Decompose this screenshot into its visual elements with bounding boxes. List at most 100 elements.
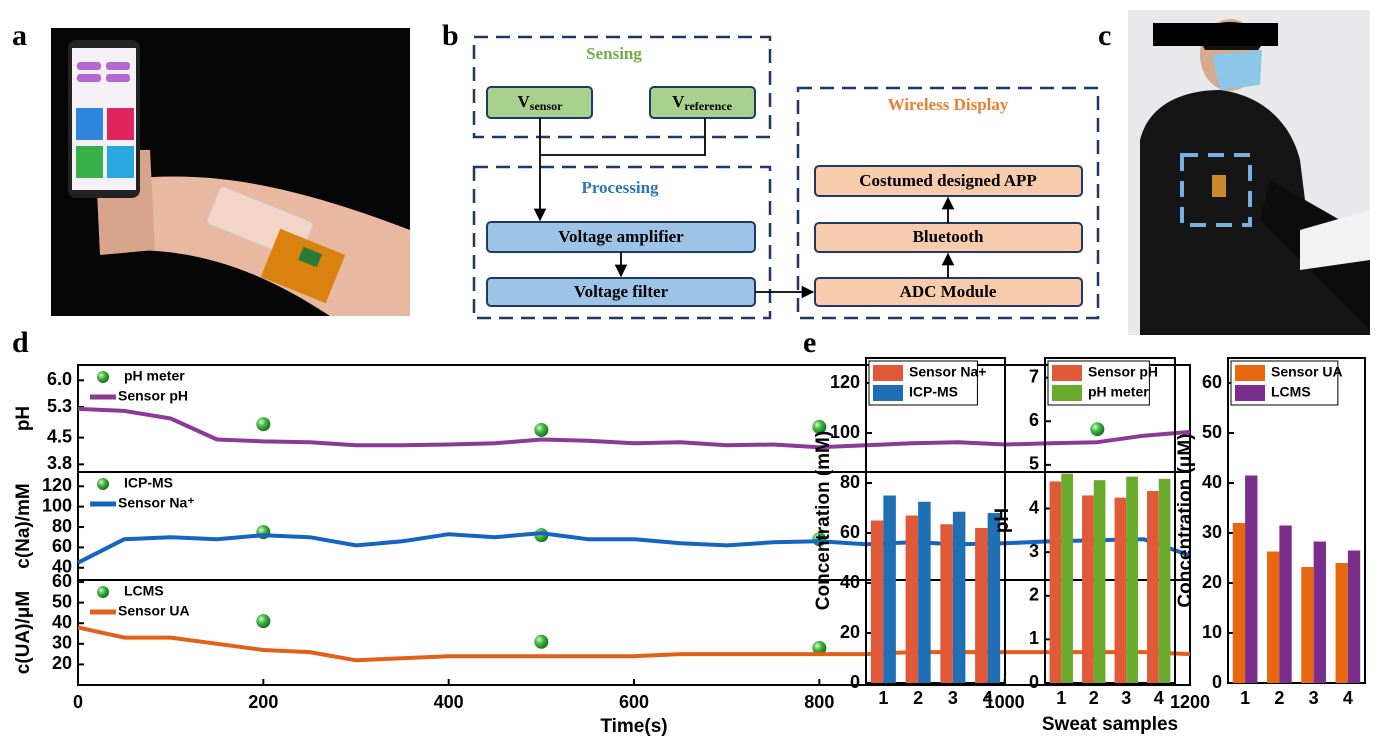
- panel-label: a: [12, 19, 27, 52]
- legend-swatch: [97, 371, 109, 383]
- bar: [1301, 567, 1313, 683]
- x-tick-label: 3: [1309, 688, 1319, 708]
- y-tick-label: 20: [840, 622, 860, 642]
- data-point: [534, 423, 548, 437]
- bar: [883, 496, 896, 684]
- legend-label: Sensor UA: [118, 603, 190, 619]
- bar: [1115, 498, 1127, 683]
- x-tick-label: 3: [1121, 688, 1131, 708]
- x-tick-label: 3: [948, 688, 958, 708]
- node-label: Costumed designed APP: [859, 171, 1037, 190]
- legend-label: pH meter: [1088, 384, 1149, 400]
- node-label: Voltage amplifier: [558, 227, 684, 246]
- x-tick-label: 1: [1240, 688, 1250, 708]
- bar: [871, 521, 884, 684]
- y-tick-label: 100: [830, 422, 860, 442]
- bar: [1061, 474, 1073, 683]
- legend-label: Sensor UA: [1271, 364, 1343, 380]
- legend-label: LCMS: [1271, 384, 1311, 400]
- data-point: [256, 614, 270, 628]
- data-point: [1090, 422, 1104, 436]
- photo-arm: [51, 28, 410, 316]
- node-label: Bluetooth: [913, 227, 984, 246]
- legend-label: Sensor pH: [1088, 364, 1158, 380]
- legend-swatch: [873, 365, 903, 381]
- legend-label: Sensor Na⁺: [118, 495, 195, 511]
- x-tick-label: 600: [619, 692, 649, 712]
- y-tick-label: 6: [1029, 410, 1039, 430]
- bar: [940, 524, 953, 683]
- bar: [1279, 526, 1291, 684]
- y-axis-label: Concentration (mM): [813, 431, 834, 610]
- legend-label: pH meter: [124, 368, 185, 384]
- y-axis-label: c(Na)/mM: [13, 483, 34, 569]
- y-tick-label: 80: [840, 472, 860, 492]
- y-tick-label: 3: [1029, 541, 1039, 561]
- node-sub: reference: [684, 99, 732, 113]
- x-tick-label: 1200: [1170, 692, 1210, 712]
- y-tick-label: 80: [52, 516, 72, 536]
- diagram: Sensing Processing Wireless Display Vsen…: [474, 37, 1098, 318]
- y-tick-label: 5.3: [47, 396, 72, 416]
- legend-label: Sensor pH: [118, 388, 188, 404]
- y-tick-label: 40: [1202, 472, 1222, 492]
- bar: [1082, 495, 1094, 683]
- y-tick-label: 60: [52, 571, 72, 591]
- legend-swatch: [1235, 365, 1265, 381]
- bar: [1348, 551, 1360, 684]
- y-axis-label: pH: [992, 508, 1013, 533]
- y-tick-label: 60: [840, 522, 860, 542]
- legend-swatch: [97, 478, 109, 490]
- legend-swatch: [873, 385, 903, 401]
- group-title: Processing: [581, 178, 659, 197]
- bar: [953, 512, 966, 683]
- legend-swatch: [97, 586, 109, 598]
- legend: Sensor pH pH meter: [1048, 361, 1158, 405]
- bar: [1050, 481, 1062, 683]
- node-label: Voltage filter: [574, 282, 669, 301]
- legend-swatch: [1235, 385, 1265, 401]
- legend-label: LCMS: [124, 583, 164, 599]
- y-tick-label: 60: [1202, 372, 1222, 392]
- connectors: [540, 118, 948, 292]
- panel-label: c: [1098, 19, 1111, 52]
- y-tick-label: 20: [1202, 572, 1222, 592]
- y-axis-label: c(UA)/μM: [13, 591, 34, 674]
- bar: [918, 502, 931, 683]
- bar: [1267, 552, 1279, 684]
- bar: [1159, 479, 1171, 683]
- y-tick-label: 1: [1029, 628, 1039, 648]
- bar: [1336, 563, 1348, 683]
- y-tick-label: 0: [1212, 672, 1222, 692]
- bar: [988, 513, 1001, 683]
- legend: Sensor Na+ ICP-MS: [869, 361, 986, 405]
- bar: [1126, 477, 1138, 683]
- x-tick-label: 1: [1056, 688, 1066, 708]
- x-tick-label: 4: [1154, 688, 1164, 708]
- group-title: Sensing: [586, 44, 642, 63]
- legend-label: Sensor Na+: [909, 364, 986, 380]
- data-point: [256, 417, 270, 431]
- bar: [1245, 476, 1257, 684]
- x-axis-label: Time(s): [600, 716, 667, 737]
- legend-label: ICP-MS: [909, 384, 958, 400]
- y-tick-label: 50: [1202, 422, 1222, 442]
- data-point: [534, 635, 548, 649]
- node-text: V: [518, 92, 531, 111]
- plot-frame: [78, 365, 1190, 472]
- x-axis-label: Sweat samples: [1042, 714, 1178, 735]
- x-tick-label: 4: [1343, 688, 1353, 708]
- y-tick-label: 60: [52, 536, 72, 556]
- y-tick-label: 120: [42, 475, 72, 495]
- panel-label: d: [12, 326, 29, 359]
- bar: [1233, 523, 1245, 683]
- y-tick-label: 5: [1029, 454, 1039, 474]
- legend-swatch: [1052, 385, 1082, 401]
- x-tick-label: 2: [1089, 688, 1099, 708]
- x-tick-label: 2: [1274, 688, 1284, 708]
- bar: [975, 528, 988, 683]
- bar: [1314, 542, 1326, 684]
- photo-subject: [1128, 10, 1370, 335]
- group-title: Wireless Display: [888, 95, 1009, 114]
- x-tick-label: 0: [73, 692, 83, 712]
